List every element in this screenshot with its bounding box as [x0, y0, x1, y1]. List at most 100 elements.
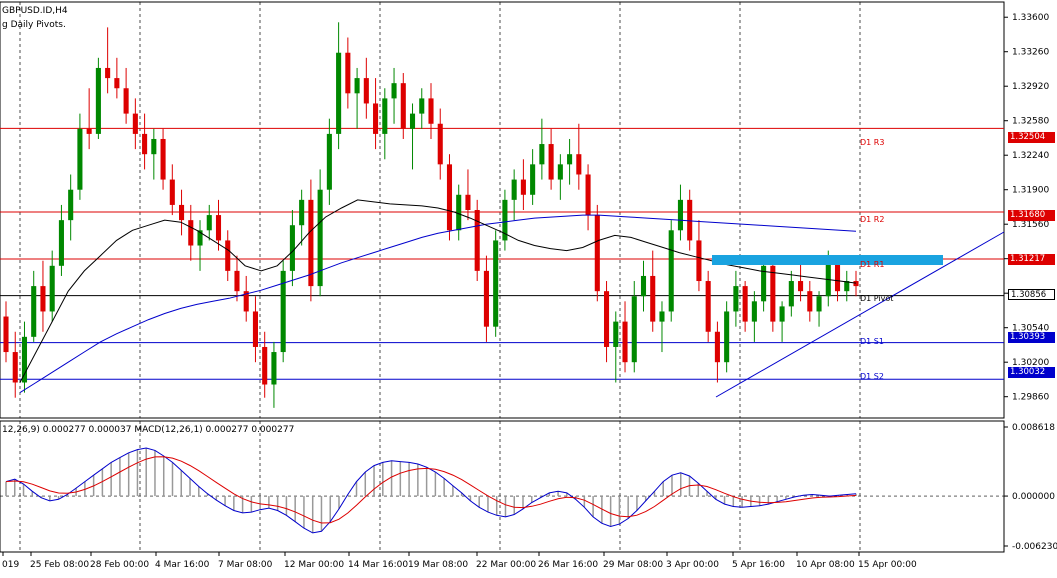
candle-body: [631, 296, 637, 363]
candle-body: [409, 113, 416, 129]
pivot-r3-label: D1 R3: [860, 138, 885, 147]
candle-body: [557, 164, 563, 180]
candle-body: [326, 133, 332, 190]
candle-body: [68, 189, 74, 221]
price-axis-label: 1.32240: [1012, 151, 1049, 161]
candle-body: [95, 67, 101, 134]
candle-body: [206, 215, 212, 231]
candle-body: [687, 199, 693, 241]
candle-body: [742, 286, 748, 322]
candle-body: [40, 286, 46, 312]
time-axis-label: 25 Feb 08:00: [30, 560, 89, 570]
candle-body: [31, 286, 37, 337]
time-axis-label: 12 Mar 00:00: [284, 560, 344, 570]
candle-body: [308, 199, 314, 287]
candle-body: [289, 225, 295, 271]
macd-axis-label: 0.008618: [1012, 423, 1055, 433]
candle-body: [419, 98, 425, 114]
moving-average-slow: [19, 214, 857, 394]
candle-body: [650, 275, 656, 322]
candle-body: [197, 230, 203, 246]
time-axis-label: 26 Mar 16:00: [538, 560, 598, 570]
candle-body: [3, 316, 9, 353]
candle-body: [160, 138, 166, 180]
candle-body: [215, 215, 222, 241]
price-axis-label: 1.30200: [1012, 358, 1049, 368]
candle-body: [594, 215, 600, 292]
time-axis-label: 4 Mar 16:00: [155, 560, 210, 570]
candle-body: [788, 281, 794, 307]
price-tag-s2: 1.30032: [1008, 367, 1055, 378]
candle-body: [567, 154, 573, 165]
price-axis-label: 1.32920: [1012, 82, 1049, 92]
candle-body: [142, 133, 148, 155]
candle-body: [530, 164, 536, 195]
candle-body: [299, 199, 305, 226]
macd-axis-label: -0.006230: [1012, 542, 1057, 552]
candle-body: [705, 281, 711, 332]
price-axis-label: 1.33600: [1012, 13, 1049, 23]
candle-body: [446, 164, 453, 231]
price-tag-s1: 1.30393: [1008, 332, 1055, 343]
candle-body: [382, 98, 388, 134]
candle-body: [456, 194, 462, 231]
candle-body: [391, 83, 397, 99]
time-axis-label: 28 Feb 00:00: [90, 560, 149, 570]
candle-body: [825, 260, 831, 297]
candle-body: [12, 352, 18, 383]
price-axis-label: 1.31900: [1012, 186, 1049, 196]
price-axis-label: 1.31560: [1012, 220, 1049, 230]
candle-body: [816, 296, 822, 312]
candle-body: [520, 179, 526, 195]
candle-body: [770, 265, 776, 322]
candle-body: [243, 291, 249, 312]
candle-body: [132, 113, 138, 134]
candle-body: [336, 52, 342, 134]
candle-body: [21, 336, 28, 383]
time-axis-label: 19 Mar 08:00: [408, 560, 468, 570]
candle-body: [604, 291, 610, 347]
time-axis-label: 29 Mar 08:00: [603, 560, 663, 570]
main-pane-frame: [0, 1, 1005, 419]
candle-body: [668, 230, 674, 312]
candle-body: [511, 179, 517, 200]
candle-body: [576, 154, 582, 175]
symbol-header: GBPUSD.ID,H4: [2, 6, 68, 16]
candle-body: [474, 210, 480, 271]
candle-body: [114, 78, 120, 89]
candle-body: [225, 240, 231, 271]
candle-body: [262, 346, 268, 385]
candle-body: [853, 281, 859, 287]
candle-body: [724, 311, 730, 363]
indicator-header: g Daily Pivots.: [2, 20, 66, 30]
candle-body: [373, 103, 379, 134]
candle-body: [761, 265, 767, 302]
candle-body: [622, 321, 628, 363]
candle-body: [188, 220, 194, 246]
candle-body: [659, 311, 665, 322]
candle-body: [179, 204, 185, 221]
candle-body: [751, 301, 757, 322]
candle-body: [86, 128, 92, 134]
candle-body: [169, 179, 175, 205]
pivot-r1-label: D1 R1: [860, 260, 885, 269]
time-axis-label: 22 Mar 00:00: [476, 560, 536, 570]
candle-body: [779, 306, 785, 322]
time-axis-label: 7 Mar 08:00: [218, 560, 273, 570]
candle-body: [733, 286, 739, 312]
macd-header: 12,26,9) 0.000277 0.000037 MACD(12,26,1)…: [2, 425, 295, 435]
candle-body: [493, 240, 499, 327]
candle-body: [714, 331, 720, 363]
candle-body: [844, 281, 850, 292]
pivot-s1-label: D1 S1: [860, 337, 884, 346]
price-axis-label: 1.29860: [1012, 393, 1049, 403]
candle-body: [465, 194, 471, 210]
candle-body: [271, 352, 277, 385]
pivot-r2-label: D1 R2: [860, 215, 885, 224]
candle-body: [49, 265, 55, 312]
candle-body: [345, 52, 351, 94]
candle-body: [77, 128, 83, 190]
candle-body: [696, 240, 702, 282]
